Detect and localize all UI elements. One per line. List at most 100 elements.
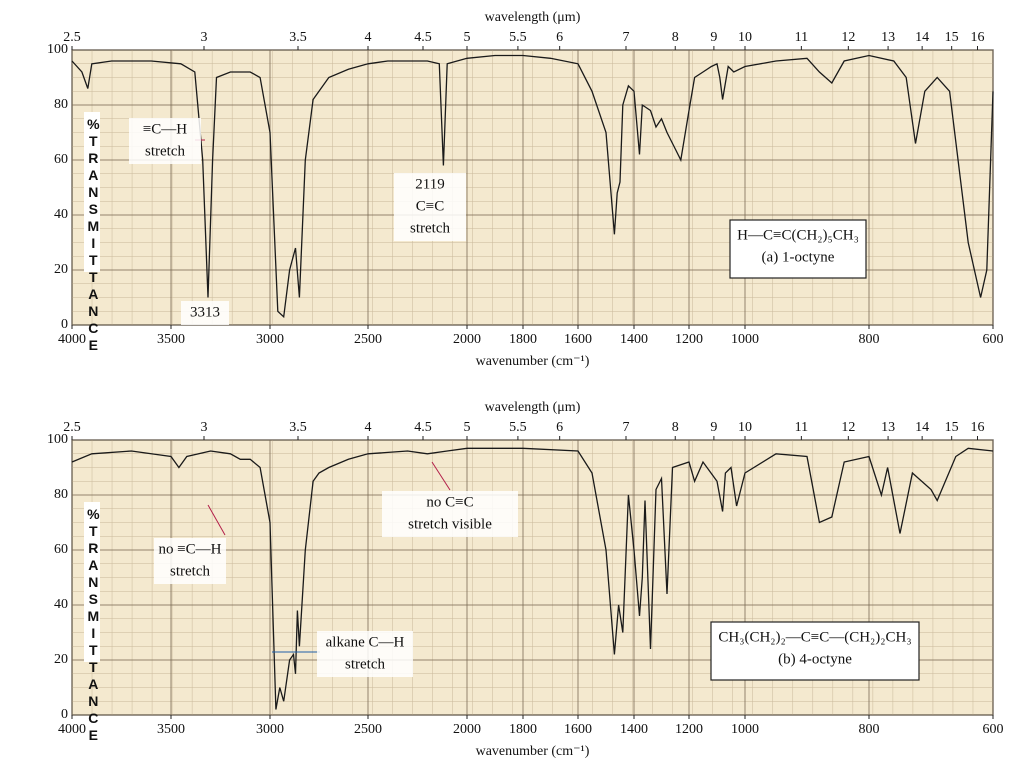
x2-tick-label: 14 xyxy=(915,420,929,435)
x-tick-label: 1000 xyxy=(731,722,759,737)
y-label-bg xyxy=(84,112,100,272)
leader-line xyxy=(207,504,226,536)
x2-tick-label: 2.5 xyxy=(63,420,81,435)
x-tick-label: 1200 xyxy=(675,722,703,737)
y-tick-label: 0 xyxy=(61,707,68,722)
x2-tick-label: 6 xyxy=(556,30,563,45)
annotation: CH₃(CH₂)₂—C≡C—(CH₂)₂CH₃ xyxy=(718,629,911,645)
x2-tick-label: 9 xyxy=(710,30,717,45)
label-bg xyxy=(382,491,518,537)
x-tick-label: 2000 xyxy=(453,332,481,347)
x-tick-label: 1200 xyxy=(675,332,703,347)
x2-tick-label: 4 xyxy=(365,30,372,45)
annotation: H—C≡C(CH₂)₅CH₃ xyxy=(737,227,859,243)
y-axis-label: %TRANSMITTANCE xyxy=(85,506,101,744)
x2-tick-label: 8 xyxy=(672,30,679,45)
annotation: (b) 4-octyne xyxy=(778,651,852,667)
x2-tick-label: 2.5 xyxy=(63,30,81,45)
x-tick-label: 1600 xyxy=(564,332,592,347)
x-tick-label: 2500 xyxy=(354,722,382,737)
x-tick-label: 1800 xyxy=(509,722,537,737)
annotation: C≡C xyxy=(416,198,444,214)
x2-tick-label: 5 xyxy=(464,30,471,45)
x2-tick-label: 3 xyxy=(201,30,208,45)
x-axis-label: wavenumber (cm⁻¹) xyxy=(476,744,590,759)
x2-tick-label: 9 xyxy=(710,420,717,435)
x-tick-label: 600 xyxy=(983,722,1004,737)
y-tick-label: 20 xyxy=(54,652,68,667)
x2-tick-label: 5 xyxy=(464,420,471,435)
x2-tick-label: 16 xyxy=(971,420,985,435)
annotation: ≡C—H xyxy=(143,121,187,137)
x-tick-label: 1400 xyxy=(620,332,648,347)
y-tick-label: 20 xyxy=(54,262,68,277)
annotation: alkane C—H xyxy=(326,634,405,650)
x2-tick-label: 4.5 xyxy=(414,420,432,435)
annotation: stretch visible xyxy=(408,516,492,532)
y-tick-label: 100 xyxy=(47,42,68,57)
x2-tick-label: 4 xyxy=(365,420,372,435)
x-tick-label: 600 xyxy=(983,332,1004,347)
annotation: stretch xyxy=(410,220,450,236)
x-tick-label: 2500 xyxy=(354,332,382,347)
x2-tick-label: 3.5 xyxy=(289,420,307,435)
x2-tick-label: 10 xyxy=(738,30,752,45)
x2-tick-label: 3.5 xyxy=(289,30,307,45)
x2-tick-label: 12 xyxy=(841,420,855,435)
label-bg xyxy=(394,173,466,241)
x-tick-label: 4000 xyxy=(58,332,86,347)
annotation: stretch xyxy=(170,563,210,579)
label-box xyxy=(710,621,920,681)
x2-tick-label: 10 xyxy=(738,420,752,435)
y-tick-label: 80 xyxy=(54,487,68,502)
x2-tick-label: 15 xyxy=(945,30,959,45)
x-tick-label: 1800 xyxy=(509,332,537,347)
x2-tick-label: 12 xyxy=(841,30,855,45)
x2-tick-label: 5.5 xyxy=(509,420,527,435)
x-tick-label: 800 xyxy=(859,722,880,737)
label-bg xyxy=(317,631,413,677)
x2-tick-label: 13 xyxy=(881,420,895,435)
x-tick-label: 4000 xyxy=(58,722,86,737)
x2-axis-label: wavelength (μm) xyxy=(485,400,581,415)
x2-tick-label: 16 xyxy=(971,30,985,45)
y-tick-label: 40 xyxy=(54,207,68,222)
x2-tick-label: 7 xyxy=(623,30,630,45)
annotation: 2119 xyxy=(415,176,444,192)
x2-tick-label: 6 xyxy=(556,420,563,435)
x-tick-label: 800 xyxy=(859,332,880,347)
x2-tick-label: 5.5 xyxy=(509,30,527,45)
x-tick-label: 3500 xyxy=(157,332,185,347)
y-tick-label: 100 xyxy=(47,432,68,447)
x-tick-label: 1400 xyxy=(620,722,648,737)
annotation: stretch xyxy=(145,143,185,159)
y-label-bg xyxy=(84,502,100,662)
x-tick-label: 1000 xyxy=(731,332,759,347)
x2-tick-label: 14 xyxy=(915,30,929,45)
label-bg xyxy=(129,118,201,164)
label-bg xyxy=(181,301,229,325)
spectrum-line xyxy=(71,54,994,319)
label-box xyxy=(729,219,867,279)
x2-tick-label: 7 xyxy=(623,420,630,435)
x2-tick-label: 8 xyxy=(672,420,679,435)
x-tick-label: 3000 xyxy=(256,332,284,347)
annotation: no ≡C—H xyxy=(158,541,221,557)
x2-tick-label: 15 xyxy=(945,420,959,435)
x2-tick-label: 13 xyxy=(881,30,895,45)
x2-axis-label: wavelength (μm) xyxy=(485,10,581,25)
x2-tick-label: 11 xyxy=(795,30,808,45)
y-tick-label: 40 xyxy=(54,597,68,612)
y-axis-label: %TRANSMITTANCE xyxy=(85,116,101,354)
label-bg xyxy=(154,538,226,584)
x-tick-label: 1600 xyxy=(564,722,592,737)
x-tick-label: 2000 xyxy=(453,722,481,737)
leader-line xyxy=(431,461,451,491)
annotation: no C≡C xyxy=(426,494,473,510)
x2-tick-label: 4.5 xyxy=(414,30,432,45)
annotation: (a) 1-octyne xyxy=(762,249,835,265)
x-tick-label: 3500 xyxy=(157,722,185,737)
x-axis-label: wavenumber (cm⁻¹) xyxy=(476,354,590,369)
x2-tick-label: 3 xyxy=(201,420,208,435)
